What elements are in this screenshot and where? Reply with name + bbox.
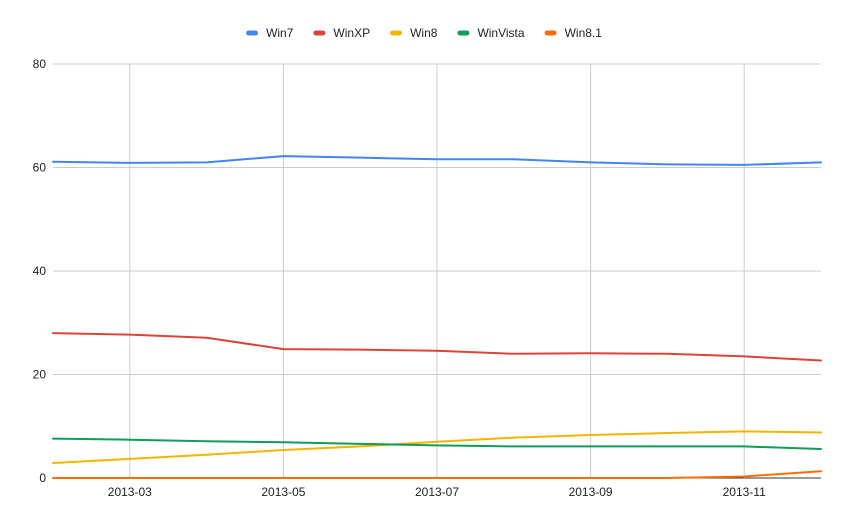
- legend-swatch: [457, 30, 470, 36]
- legend-swatch: [246, 30, 259, 36]
- legend-label: Win7: [266, 26, 294, 40]
- legend-swatch: [544, 30, 557, 36]
- x-tick-label: 2013-03: [108, 485, 152, 499]
- x-tick-label: 2013-11: [723, 485, 766, 499]
- legend-item-winvista: WinVista: [457, 26, 525, 40]
- legend-item-win8: Win8: [390, 26, 438, 40]
- legend-item-win7: Win7: [246, 26, 294, 40]
- y-tick-label: 40: [33, 264, 47, 278]
- series-line-winvista: [52, 437, 822, 451]
- y-tick-label: 20: [33, 368, 47, 382]
- legend-item-winxp: WinXP: [313, 26, 370, 40]
- series-group: [52, 155, 822, 479]
- grid: [53, 63, 821, 479]
- series-line-winxp: [52, 332, 822, 362]
- legend: Win7 WinXP Win8 WinVista Win8.1: [246, 26, 602, 40]
- x-tick-label: 2013-07: [415, 485, 459, 499]
- x-tick-label: 2013-09: [569, 485, 613, 499]
- x-axis: 2013-03 2013-05 2013-07 2013-09 2013-11: [108, 485, 766, 499]
- series-line-win8: [52, 430, 822, 464]
- y-tick-label: 0: [39, 471, 46, 485]
- x-tick-label: 2013-05: [261, 485, 305, 499]
- legend-swatch: [390, 30, 403, 36]
- series-line-win7: [52, 155, 822, 166]
- legend-swatch: [313, 30, 326, 36]
- y-axis: 0 20 40 60 80: [33, 57, 47, 485]
- legend-label: WinVista: [477, 26, 524, 40]
- legend-item-win8-1: Win8.1: [544, 26, 603, 40]
- legend-label: WinXP: [333, 26, 370, 40]
- y-tick-label: 80: [33, 57, 47, 71]
- y-tick-label: 60: [33, 161, 47, 175]
- series-line-win8-1: [52, 470, 822, 479]
- legend-label: Win8: [410, 26, 438, 40]
- legend-label: Win8.1: [565, 26, 603, 40]
